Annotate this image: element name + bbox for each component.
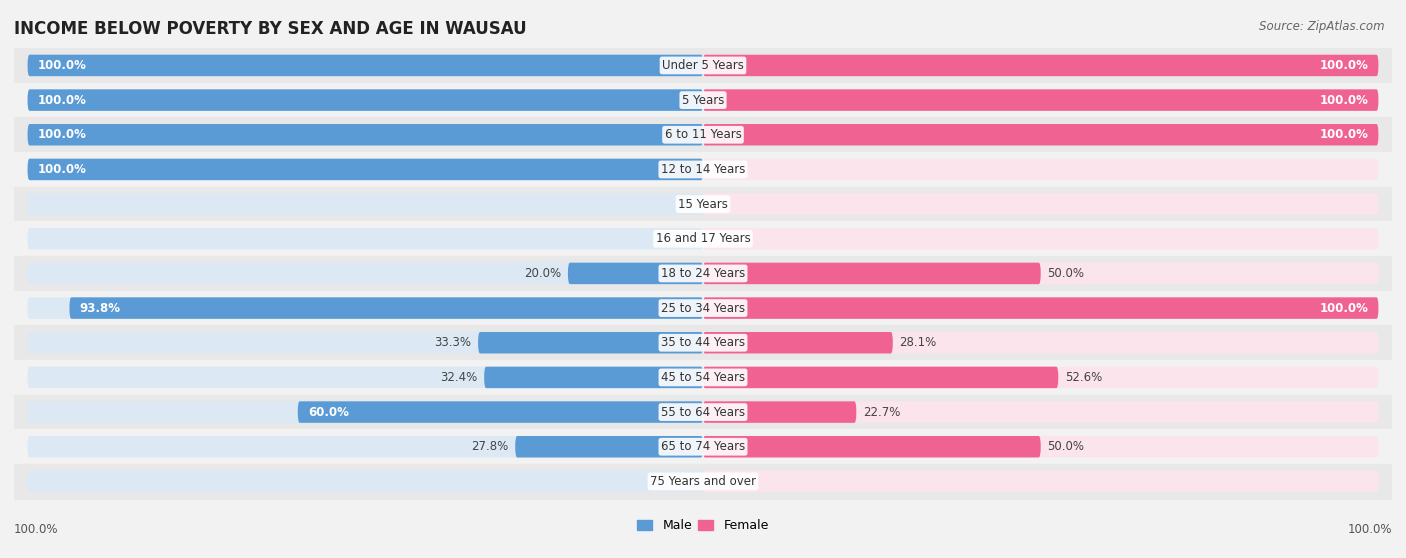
Text: 28.1%: 28.1% xyxy=(900,336,936,349)
FancyBboxPatch shape xyxy=(28,55,703,76)
Bar xyxy=(14,325,1392,360)
FancyBboxPatch shape xyxy=(69,297,703,319)
FancyBboxPatch shape xyxy=(703,401,1378,423)
FancyBboxPatch shape xyxy=(703,367,1378,388)
FancyBboxPatch shape xyxy=(703,263,1040,284)
FancyBboxPatch shape xyxy=(703,401,856,423)
Bar xyxy=(14,117,1392,152)
Text: 45 to 54 Years: 45 to 54 Years xyxy=(661,371,745,384)
Text: 100.0%: 100.0% xyxy=(38,163,87,176)
FancyBboxPatch shape xyxy=(703,124,1378,146)
Text: 50.0%: 50.0% xyxy=(1047,267,1084,280)
FancyBboxPatch shape xyxy=(703,297,1378,319)
FancyBboxPatch shape xyxy=(478,332,703,354)
Bar xyxy=(14,360,1392,395)
Text: Source: ZipAtlas.com: Source: ZipAtlas.com xyxy=(1260,20,1385,32)
FancyBboxPatch shape xyxy=(28,297,703,319)
Text: 100.0%: 100.0% xyxy=(1319,128,1368,141)
Text: 18 to 24 Years: 18 to 24 Years xyxy=(661,267,745,280)
Text: 22.7%: 22.7% xyxy=(863,406,900,418)
FancyBboxPatch shape xyxy=(28,124,703,146)
Bar xyxy=(14,395,1392,430)
Text: 5 Years: 5 Years xyxy=(682,94,724,107)
Text: 65 to 74 Years: 65 to 74 Years xyxy=(661,440,745,453)
FancyBboxPatch shape xyxy=(703,263,1378,284)
FancyBboxPatch shape xyxy=(568,263,703,284)
FancyBboxPatch shape xyxy=(703,55,1378,76)
Text: 15 Years: 15 Years xyxy=(678,198,728,210)
Text: Under 5 Years: Under 5 Years xyxy=(662,59,744,72)
Text: 60.0%: 60.0% xyxy=(308,406,349,418)
Text: 33.3%: 33.3% xyxy=(434,336,471,349)
FancyBboxPatch shape xyxy=(28,158,703,180)
Bar xyxy=(14,83,1392,117)
FancyBboxPatch shape xyxy=(703,89,1378,111)
Text: 75 Years and over: 75 Years and over xyxy=(650,475,756,488)
Text: 12 to 14 Years: 12 to 14 Years xyxy=(661,163,745,176)
Text: 100.0%: 100.0% xyxy=(38,94,87,107)
Text: 55 to 64 Years: 55 to 64 Years xyxy=(661,406,745,418)
Text: 100.0%: 100.0% xyxy=(1347,523,1392,536)
FancyBboxPatch shape xyxy=(703,193,1378,215)
FancyBboxPatch shape xyxy=(28,263,703,284)
FancyBboxPatch shape xyxy=(28,193,703,215)
Text: 100.0%: 100.0% xyxy=(38,59,87,72)
FancyBboxPatch shape xyxy=(28,158,703,180)
FancyBboxPatch shape xyxy=(28,89,703,111)
Legend: Male, Female: Male, Female xyxy=(633,514,773,537)
Bar xyxy=(14,291,1392,325)
FancyBboxPatch shape xyxy=(703,367,1059,388)
Bar xyxy=(14,430,1392,464)
FancyBboxPatch shape xyxy=(703,89,1378,111)
FancyBboxPatch shape xyxy=(703,158,1378,180)
Text: 25 to 34 Years: 25 to 34 Years xyxy=(661,301,745,315)
FancyBboxPatch shape xyxy=(703,332,893,354)
Text: 100.0%: 100.0% xyxy=(1319,301,1368,315)
FancyBboxPatch shape xyxy=(703,436,1378,458)
Text: 100.0%: 100.0% xyxy=(1319,94,1368,107)
Text: 52.6%: 52.6% xyxy=(1064,371,1102,384)
FancyBboxPatch shape xyxy=(703,332,1378,354)
FancyBboxPatch shape xyxy=(28,332,703,354)
FancyBboxPatch shape xyxy=(703,55,1378,76)
Text: 50.0%: 50.0% xyxy=(1047,440,1084,453)
Bar xyxy=(14,187,1392,222)
FancyBboxPatch shape xyxy=(28,55,703,76)
Text: 35 to 44 Years: 35 to 44 Years xyxy=(661,336,745,349)
FancyBboxPatch shape xyxy=(703,228,1378,249)
Text: 32.4%: 32.4% xyxy=(440,371,478,384)
FancyBboxPatch shape xyxy=(703,124,1378,146)
FancyBboxPatch shape xyxy=(703,297,1378,319)
FancyBboxPatch shape xyxy=(298,401,703,423)
Text: 93.8%: 93.8% xyxy=(80,301,121,315)
FancyBboxPatch shape xyxy=(28,401,703,423)
FancyBboxPatch shape xyxy=(484,367,703,388)
Text: 16 and 17 Years: 16 and 17 Years xyxy=(655,232,751,246)
Bar xyxy=(14,256,1392,291)
FancyBboxPatch shape xyxy=(28,470,703,492)
FancyBboxPatch shape xyxy=(28,228,703,249)
Text: 100.0%: 100.0% xyxy=(38,128,87,141)
Text: INCOME BELOW POVERTY BY SEX AND AGE IN WAUSAU: INCOME BELOW POVERTY BY SEX AND AGE IN W… xyxy=(14,20,527,37)
FancyBboxPatch shape xyxy=(703,436,1040,458)
Bar xyxy=(14,464,1392,499)
FancyBboxPatch shape xyxy=(28,436,703,458)
FancyBboxPatch shape xyxy=(515,436,703,458)
Bar xyxy=(14,152,1392,187)
FancyBboxPatch shape xyxy=(28,124,703,146)
Text: 27.8%: 27.8% xyxy=(471,440,509,453)
Text: 100.0%: 100.0% xyxy=(14,523,59,536)
FancyBboxPatch shape xyxy=(28,367,703,388)
Bar xyxy=(14,222,1392,256)
FancyBboxPatch shape xyxy=(703,470,1378,492)
Bar xyxy=(14,48,1392,83)
Text: 100.0%: 100.0% xyxy=(1319,59,1368,72)
FancyBboxPatch shape xyxy=(28,89,703,111)
Text: 6 to 11 Years: 6 to 11 Years xyxy=(665,128,741,141)
Text: 20.0%: 20.0% xyxy=(524,267,561,280)
